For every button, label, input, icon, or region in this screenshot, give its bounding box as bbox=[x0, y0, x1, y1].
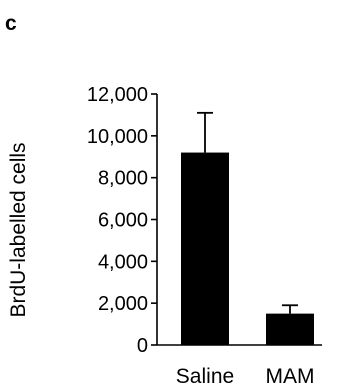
y-tick-label: 6,000 bbox=[98, 210, 148, 232]
bar-saline bbox=[181, 152, 229, 345]
y-tick-label: 4,000 bbox=[98, 251, 148, 273]
panel-letter: c bbox=[5, 12, 17, 35]
y-tick-label: 10,000 bbox=[87, 126, 148, 148]
x-tick-label-saline: Saline bbox=[176, 365, 234, 388]
y-tick-label: 12,000 bbox=[87, 84, 148, 106]
x-tick-label-mam: MAM bbox=[266, 365, 315, 388]
y-tick-label: 2,000 bbox=[98, 293, 148, 315]
y-tick-label: 8,000 bbox=[98, 168, 148, 190]
y-tick-label: 0 bbox=[137, 335, 148, 357]
bar-mam bbox=[266, 313, 314, 345]
